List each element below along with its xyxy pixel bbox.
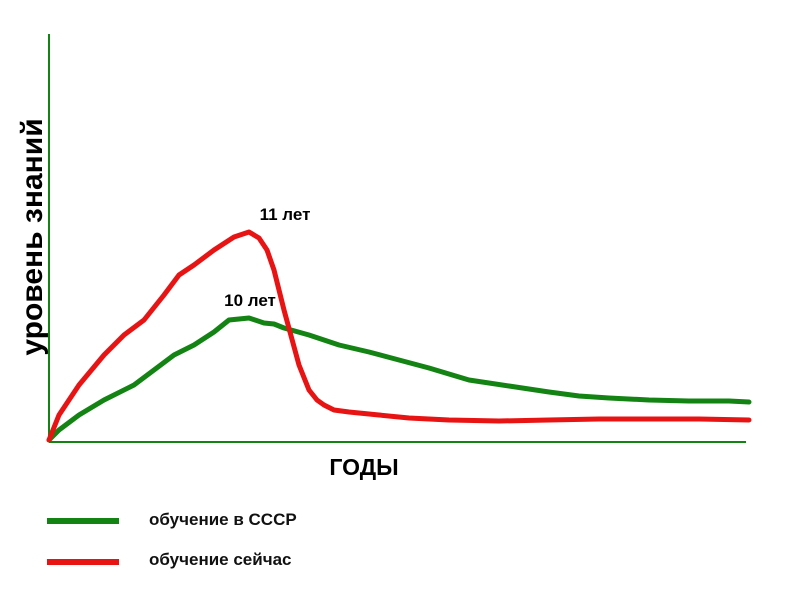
series-layer (46, 229, 752, 443)
annotation-layer: 11 лет 10 лет (224, 205, 310, 310)
legend-swatch-now (47, 559, 119, 565)
axes (48, 34, 746, 443)
knowledge-level-chart: 11 лет 10 лет уровень знаний годы (16, 34, 752, 480)
legend-label-now: обучение сейчас (149, 550, 292, 569)
series-line-1 (46, 229, 752, 443)
x-axis-label: годы (329, 454, 398, 480)
legend-label-ussr: обучение в СССР (149, 510, 297, 529)
legend-swatch-ussr (47, 518, 119, 524)
annotation-label-1: 10 лет (224, 291, 276, 310)
series-line-0 (46, 315, 752, 443)
y-axis-label: уровень знаний (16, 118, 49, 355)
annotation-label-0: 11 лет (260, 205, 311, 224)
